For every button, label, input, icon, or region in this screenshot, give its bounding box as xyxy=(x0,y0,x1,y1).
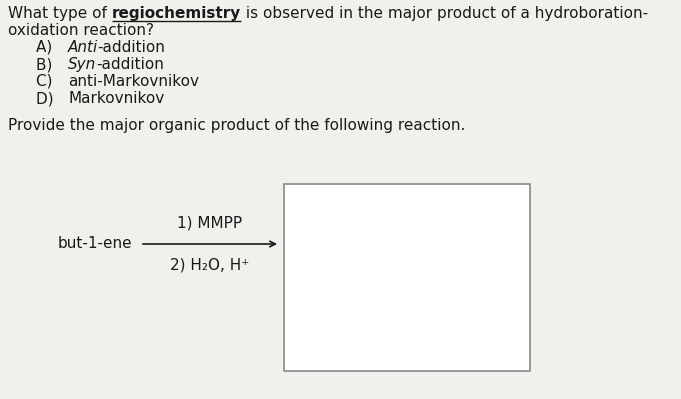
Text: C): C) xyxy=(36,74,67,89)
Text: but-1-ene: but-1-ene xyxy=(57,237,132,251)
Bar xyxy=(284,184,530,371)
Text: 1) MMPP: 1) MMPP xyxy=(178,216,242,231)
Text: anti-Markovnikov: anti-Markovnikov xyxy=(67,74,199,89)
Text: oxidation reaction?: oxidation reaction? xyxy=(8,23,154,38)
Text: Anti: Anti xyxy=(67,40,98,55)
Text: is observed in the major product of a hydroboration-: is observed in the major product of a hy… xyxy=(241,6,648,21)
Text: Markovnikov: Markovnikov xyxy=(69,91,165,106)
Text: 2) H₂O, H⁺: 2) H₂O, H⁺ xyxy=(170,257,250,272)
Text: -addition: -addition xyxy=(98,40,165,55)
Text: regiochemistry: regiochemistry xyxy=(112,6,241,21)
Text: A): A) xyxy=(36,40,67,55)
Text: -addition: -addition xyxy=(96,57,163,72)
Text: D): D) xyxy=(36,91,69,106)
Text: B): B) xyxy=(36,57,67,72)
Text: Provide the major organic product of the following reaction.: Provide the major organic product of the… xyxy=(8,118,465,133)
Text: Syn: Syn xyxy=(67,57,96,72)
Text: What type of: What type of xyxy=(8,6,112,21)
